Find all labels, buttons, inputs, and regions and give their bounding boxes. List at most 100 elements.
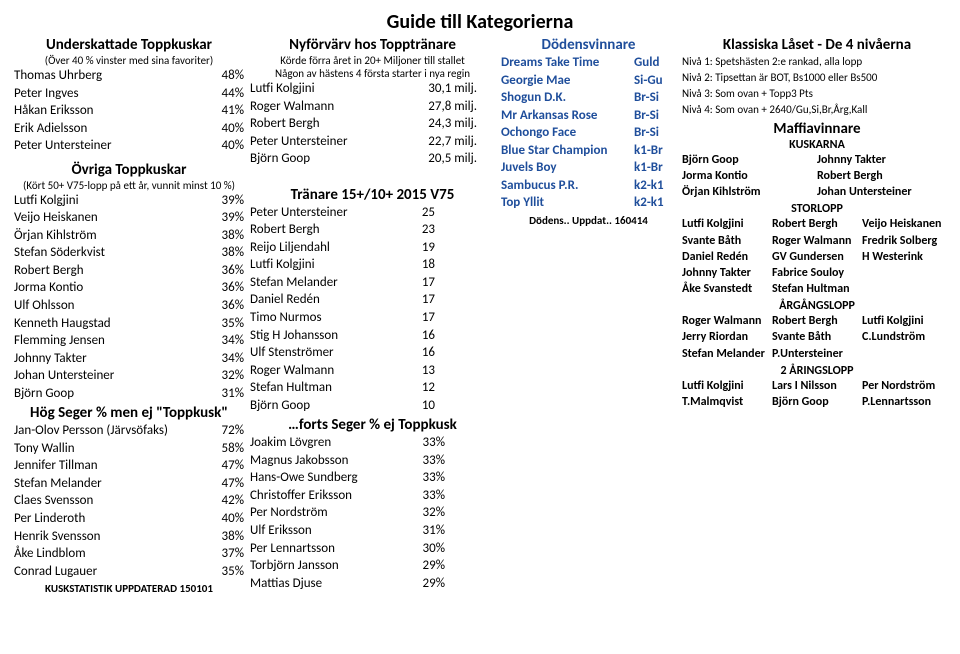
row-name: Torbjörn Jansson (250, 557, 339, 575)
dodens-name: Mr Arkansas Rose (501, 107, 634, 125)
triple-c: P.Lennartsson (862, 394, 952, 410)
row-value: 23 (422, 221, 495, 239)
row-name: Hans-Owe Sundberg (250, 469, 358, 487)
underskattade-sub: (Över 40 % vinster med sina favoriter) (14, 54, 244, 67)
triple-a: Daniel Redén (682, 249, 772, 265)
row-name: Stefan Söderkvist (14, 244, 105, 262)
row-name: Stig H Johansson (250, 327, 338, 345)
pair-row: Örjan KihlströmJohan Untersteiner (682, 184, 952, 200)
row-name: Claes Svensson (14, 492, 93, 510)
list-row: Håkan Eriksson41% (14, 102, 244, 120)
list-row: Roger Walmann13 (250, 362, 495, 380)
row-value: 47% (206, 475, 244, 493)
list-row: Johnny Takter34% (14, 350, 244, 368)
list-row: Henrik Svensson 38% (14, 528, 244, 546)
dodens-value: Br-Si (634, 89, 676, 107)
dodens-row: Sambucus P.R.k2-k1 (501, 177, 676, 195)
dodens-head: Dödensvinnare (501, 36, 676, 54)
row-value: 13 (422, 362, 495, 380)
row-value: 30% (423, 540, 495, 558)
list-row: Kenneth Haugstad35% (14, 315, 244, 333)
dodens-uppdat: Dödens.. Uppdat.. 160414 (501, 214, 676, 227)
triple-a: Lutfi Kolgjini (682, 378, 772, 394)
dodens-name: Sambucus P.R. (501, 177, 634, 195)
row-value: 29% (423, 557, 495, 575)
col-dodensvinnare: Dödensvinnare Dreams Take TimeGuldGeorgi… (501, 36, 676, 227)
col-underskattade: Underskattade Toppkuskar (Över 40 % vins… (14, 36, 244, 595)
niva-line: Nivå 3: Som ovan + Topp3 Pts (682, 86, 952, 102)
niva-line: Nivå 4: Som ovan + 2640/Gu,Si,Br,Årg,Kal… (682, 102, 952, 118)
dodens-value: k2-k1 (634, 177, 676, 195)
list-row: Per Nordström32% (250, 504, 495, 522)
row-name: Veijo Heiskanen (14, 209, 98, 227)
triple-b: Lars I Nilsson (772, 378, 862, 394)
row-value: 16 (422, 327, 495, 345)
list-row: Roger Walmann 27,8 milj. (250, 98, 495, 116)
row-value: 40% (206, 510, 244, 528)
row-name: Mattias Djuse (250, 575, 322, 593)
list-row: Peter Untersteiner22,7 milj. (250, 133, 495, 151)
list-row: Christoffer Eriksson33% (250, 487, 495, 505)
row-value: 17 (422, 309, 495, 327)
triple-c: Lutfi Kolgjini (862, 313, 952, 329)
list-row: Ulf Eriksson31% (250, 522, 495, 540)
forts-head: …forts Seger % ej Toppkusk (250, 416, 495, 434)
ovriga-head: Övriga Toppkuskar (14, 161, 244, 179)
row-value: 47% (206, 457, 244, 475)
dodens-value: Br-Si (634, 124, 676, 142)
triple-a: Stefan Melander (682, 346, 772, 362)
row-name: Roger Walmann (250, 98, 334, 116)
row-name: Henrik Svensson (14, 528, 101, 546)
triple-c (862, 281, 952, 297)
pair-a: Örjan Kihlström (682, 184, 817, 200)
triple-c: Fredrik Solberg (862, 233, 952, 249)
row-name: Peter Untersteiner (250, 133, 348, 151)
row-name: Johnny Takter (14, 350, 87, 368)
pair-row: Björn GoopJohnny Takter (682, 152, 952, 168)
row-value: 18 (422, 256, 495, 274)
row-value: 33% (423, 434, 495, 452)
row-value: 27,8 milj. (428, 98, 495, 116)
dodens-row: Top Yllitk2-k1 (501, 194, 676, 212)
row-name: Ulf Stenströmer (250, 344, 334, 362)
row-value: 36% (206, 262, 244, 280)
triple-a: Roger Walmann (682, 313, 772, 329)
list-row: Torbjörn Jansson 29% (250, 557, 495, 575)
list-row: Timo Nurmos17 (250, 309, 495, 327)
triple-row: Daniel RedénGV GundersenH Westerink (682, 249, 952, 265)
row-name: Peter Ingves (14, 85, 79, 103)
row-value: 36% (206, 297, 244, 315)
kuskstat-foot: KUSKSTATISTIK UPPDATERAD 150101 (14, 582, 244, 595)
row-name: Jan-Olov Persson (Järvsöfaks) (14, 422, 168, 440)
triple-row: Lutfi KolgjiniRobert BerghVeijo Heiskane… (682, 216, 952, 232)
list-row: Peter Untersteiner40% (14, 137, 244, 155)
row-name: Robert Bergh (250, 221, 320, 239)
hogseger-head: Hög Seger % men ej "Toppkusk" (14, 404, 244, 422)
list-row: Claes Svensson42% (14, 492, 244, 510)
row-name: Stefan Melander (250, 274, 338, 292)
row-value: 38% (206, 528, 244, 546)
dodens-value: k1-Br (634, 159, 676, 177)
row-value: 40% (206, 137, 244, 155)
row-name: Christoffer Eriksson (250, 487, 352, 505)
list-row: Robert Bergh24,3 milj. (250, 115, 495, 133)
row-value: 58% (206, 440, 244, 458)
pair-a: Jorma Kontio (682, 168, 817, 184)
underskattade-head: Underskattade Toppkuskar (14, 36, 244, 54)
list-row: Mattias Djuse29% (250, 575, 495, 593)
row-name: Lutfi Kolgjini (250, 80, 315, 98)
row-name: Peter Untersteiner (250, 204, 348, 222)
row-value: 33% (423, 452, 495, 470)
list-row: Per Lennartsson30% (250, 540, 495, 558)
triple-b: Robert Bergh (772, 313, 862, 329)
row-value: 25 (422, 204, 495, 222)
triple-a: Svante Båth (682, 233, 772, 249)
nyforvarv-sub2: Någon av hästens 4 första starter i nya … (250, 67, 495, 80)
row-name: Stefan Melander (14, 475, 102, 493)
dodens-name: Ochongo Face (501, 124, 634, 142)
row-value: 32% (423, 504, 495, 522)
list-row: Örjan Kihlström38% (14, 227, 244, 245)
row-value: 38% (206, 227, 244, 245)
dodens-row: Juvels Boyk1-Br (501, 159, 676, 177)
row-name: Joakim Lövgren (250, 434, 331, 452)
